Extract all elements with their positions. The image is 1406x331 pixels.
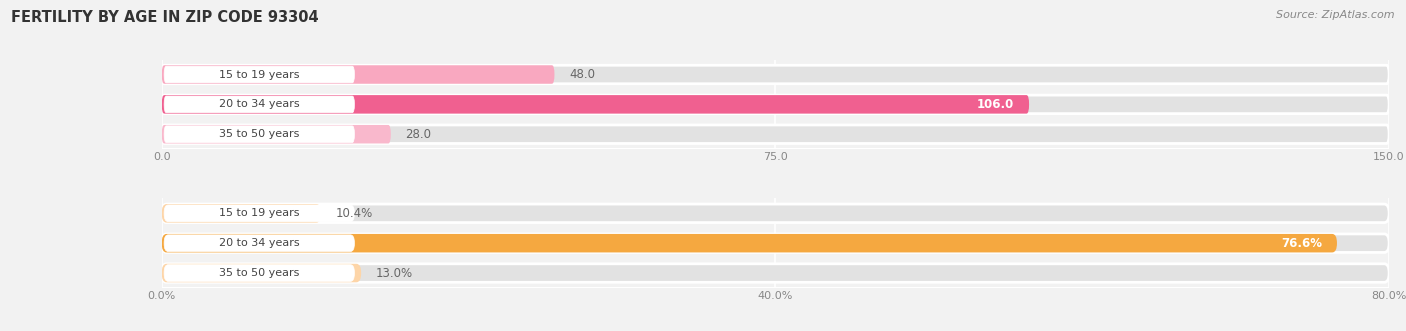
Text: 13.0%: 13.0% xyxy=(375,266,413,280)
Text: 20 to 34 years: 20 to 34 years xyxy=(219,99,299,109)
FancyBboxPatch shape xyxy=(162,204,1389,222)
FancyBboxPatch shape xyxy=(162,264,361,282)
FancyBboxPatch shape xyxy=(162,125,1389,143)
Text: Source: ZipAtlas.com: Source: ZipAtlas.com xyxy=(1277,10,1395,20)
FancyBboxPatch shape xyxy=(162,95,1389,114)
Text: 15 to 19 years: 15 to 19 years xyxy=(219,208,299,218)
Text: 28.0: 28.0 xyxy=(405,128,432,141)
Text: 20 to 34 years: 20 to 34 years xyxy=(219,238,299,248)
Text: FERTILITY BY AGE IN ZIP CODE 93304: FERTILITY BY AGE IN ZIP CODE 93304 xyxy=(11,10,319,25)
Text: 15 to 19 years: 15 to 19 years xyxy=(219,70,299,79)
Text: 106.0: 106.0 xyxy=(977,98,1014,111)
FancyBboxPatch shape xyxy=(165,66,354,83)
Text: 48.0: 48.0 xyxy=(569,68,595,81)
Text: 35 to 50 years: 35 to 50 years xyxy=(219,268,299,278)
Text: 35 to 50 years: 35 to 50 years xyxy=(219,129,299,139)
Text: 10.4%: 10.4% xyxy=(336,207,373,220)
Text: 76.6%: 76.6% xyxy=(1281,237,1322,250)
FancyBboxPatch shape xyxy=(165,265,354,281)
FancyBboxPatch shape xyxy=(165,126,354,143)
FancyBboxPatch shape xyxy=(165,96,354,113)
FancyBboxPatch shape xyxy=(162,65,1389,84)
FancyBboxPatch shape xyxy=(162,65,554,84)
FancyBboxPatch shape xyxy=(162,234,1337,253)
FancyBboxPatch shape xyxy=(162,264,1389,282)
FancyBboxPatch shape xyxy=(162,204,321,222)
FancyBboxPatch shape xyxy=(162,234,1389,253)
FancyBboxPatch shape xyxy=(165,205,354,222)
FancyBboxPatch shape xyxy=(165,235,354,252)
FancyBboxPatch shape xyxy=(162,95,1029,114)
FancyBboxPatch shape xyxy=(162,125,391,143)
